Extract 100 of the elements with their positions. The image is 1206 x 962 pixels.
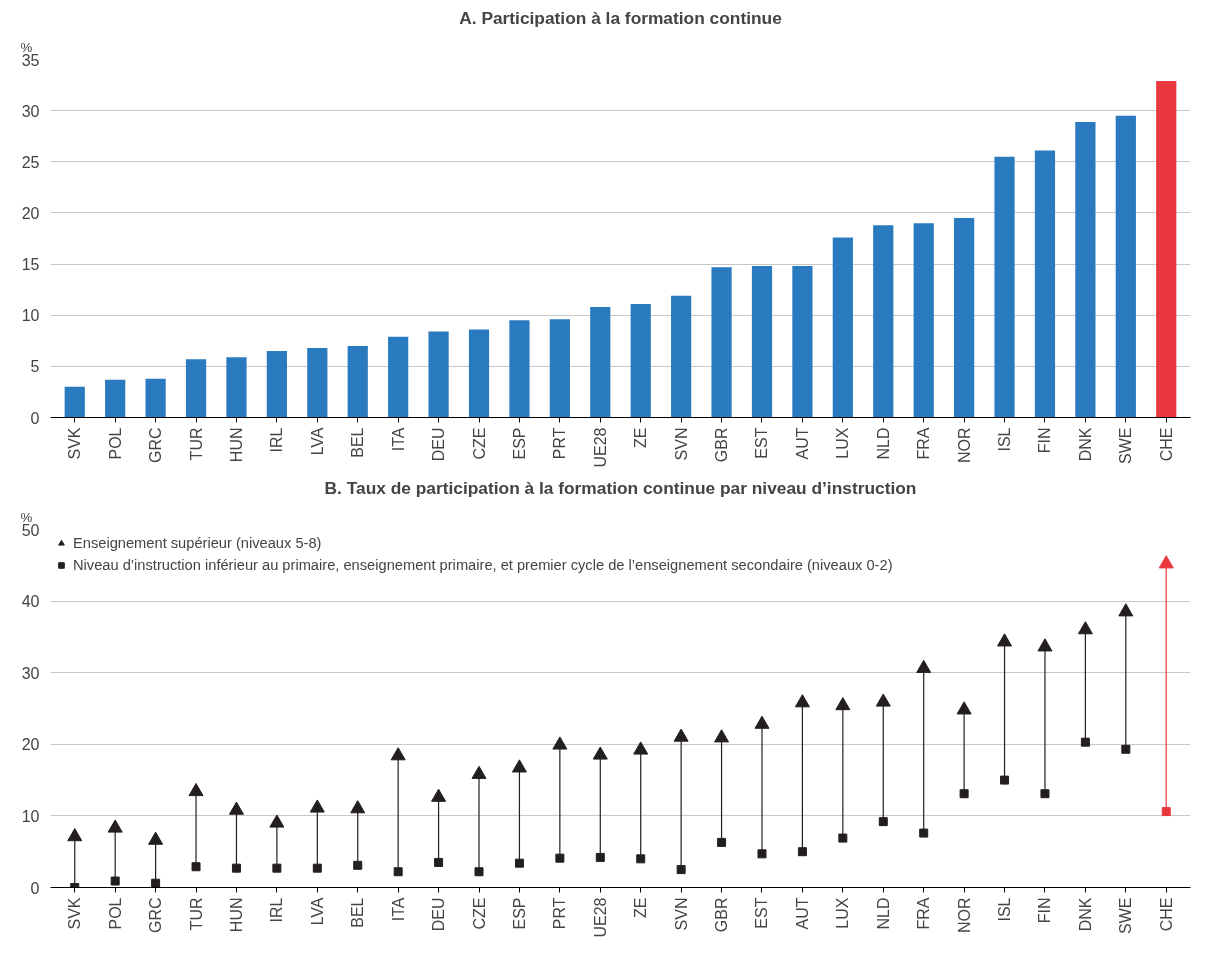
point (511, 759, 527, 773)
x-tick-label: GRC (147, 897, 165, 934)
x-tick-label: GBR (713, 897, 731, 933)
point (956, 701, 972, 715)
x-tick-label: EST (753, 427, 771, 459)
point (1121, 744, 1131, 754)
x-tick-label: SVK (66, 427, 84, 460)
point (1080, 737, 1090, 747)
x-tick-label: CHE (1157, 427, 1175, 462)
bar (428, 331, 449, 418)
x-tick-label: ESP (510, 427, 528, 460)
x-tick-label: CZE (470, 427, 488, 460)
point (1037, 638, 1053, 652)
x-tick-label: SWE (1117, 427, 1135, 464)
bar (751, 266, 773, 418)
bar (1115, 115, 1136, 418)
y-tick-label: 20 (21, 736, 40, 754)
point (916, 659, 932, 673)
bar (711, 267, 732, 418)
point (555, 853, 565, 863)
x-tick-label: AUT (793, 427, 811, 460)
point (434, 857, 444, 867)
point (878, 817, 888, 827)
point (390, 747, 406, 761)
point (794, 694, 810, 708)
point (997, 633, 1013, 647)
bar (792, 266, 813, 418)
y-tick-label: 0 (30, 409, 40, 427)
y-tick-label: 0 (30, 879, 40, 897)
x-tick-label: POL (106, 897, 124, 930)
bar (671, 295, 692, 418)
point (636, 854, 646, 864)
x-tick-label: ESP (510, 897, 528, 930)
bar (105, 379, 126, 418)
bar (388, 336, 409, 418)
bar (590, 307, 611, 418)
point (676, 865, 686, 875)
point (552, 736, 568, 750)
bar (509, 320, 530, 418)
x-tick-label: LVA (308, 897, 326, 926)
x-tick-label: LUX (834, 427, 852, 459)
point (67, 828, 83, 842)
y-tick-label: 5 (30, 358, 40, 376)
point (350, 800, 366, 814)
bar (64, 386, 85, 418)
y-tick-label: 30 (21, 102, 40, 120)
x-tick-label: IRL (268, 897, 286, 923)
x-tick-label: ITA (389, 897, 407, 922)
point (107, 819, 123, 833)
x-tick-label: SVN (672, 897, 690, 931)
bar (226, 357, 247, 418)
x-tick-label: PRT (551, 427, 569, 460)
x-tick-label: BEL (349, 897, 367, 928)
point (1040, 789, 1050, 799)
x-tick-label: DNK (1076, 897, 1094, 932)
point (431, 788, 447, 802)
x-tick-label: NLD (874, 427, 892, 460)
point (272, 863, 282, 873)
point (228, 801, 244, 815)
y-tick-label: 10 (21, 807, 40, 825)
point (309, 799, 325, 813)
point (471, 765, 487, 779)
bar (630, 303, 651, 418)
point (188, 782, 204, 797)
x-tick-label: LVA (308, 427, 326, 456)
x-tick-label: SVN (672, 427, 690, 461)
x-tick-label: IRL (268, 427, 286, 453)
point (191, 862, 201, 872)
x-tick-label: SWE (1117, 897, 1135, 934)
bar (913, 223, 934, 418)
x-tick-label: AUT (793, 897, 811, 930)
bar (347, 345, 368, 418)
legend-label: Niveau d’instruction inférieur au primaire, enseignement primaire, et premier cycle de l’enseignement secondaire (niveaux 0-2) (73, 557, 893, 573)
x-tick-label: EST (753, 897, 771, 929)
chart-title: A. Participation à la formation continue (459, 7, 783, 28)
point (231, 863, 241, 873)
x-tick-label: ISL (996, 897, 1014, 922)
y-tick-label: 15 (21, 256, 40, 274)
x-tick-label: UE28 (591, 897, 609, 938)
point (1158, 555, 1174, 569)
point (1000, 775, 1010, 785)
x-tick-label: UE28 (591, 427, 609, 468)
x-tick-label: GBR (713, 427, 731, 463)
x-tick-label: LUX (834, 897, 852, 929)
bar (468, 329, 490, 418)
point (714, 729, 730, 743)
bar (873, 225, 894, 418)
x-tick-label: ITA (389, 427, 407, 452)
point (148, 831, 164, 845)
x-tick-label: DNK (1076, 427, 1094, 462)
point (592, 746, 608, 760)
point (633, 741, 649, 755)
point (269, 814, 285, 828)
bar (549, 319, 570, 418)
x-tick-label: GRC (147, 427, 165, 464)
x-tick-label: POL (106, 427, 124, 460)
x-tick-label: ZE (632, 897, 650, 918)
point (959, 789, 969, 799)
point (151, 878, 161, 888)
point (919, 828, 929, 838)
